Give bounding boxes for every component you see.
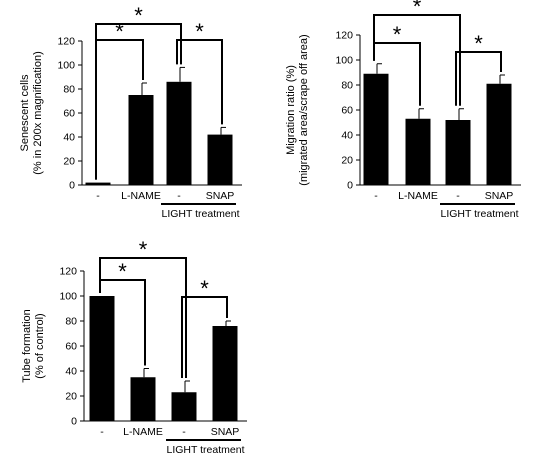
x-category-label: -: [177, 190, 181, 202]
y-tick-label: 0: [347, 180, 353, 192]
group-label: LIGHT treatment: [166, 444, 244, 456]
y-tick-label: 120: [57, 36, 75, 48]
y-tick-label: 120: [335, 30, 353, 42]
y-axis-label-line: (% of control): [34, 313, 46, 378]
y-tick-label: 60: [63, 108, 75, 120]
x-category-label: -: [182, 426, 186, 438]
x-category-label: -: [96, 190, 100, 202]
x-category-label: L-NAME: [121, 190, 161, 202]
group-label: LIGHT treatment: [161, 208, 239, 220]
y-tick-label: 80: [341, 80, 353, 92]
y-tick-label: 100: [335, 55, 353, 67]
significance-star: *: [115, 19, 124, 44]
significance-star: *: [139, 237, 148, 262]
bar: [445, 120, 471, 185]
y-tick-label: 20: [63, 156, 75, 168]
y-tick-label: 0: [69, 180, 75, 192]
bar: [166, 81, 192, 185]
y-tick-label: 60: [65, 341, 77, 353]
significance-bracket: [176, 39, 223, 125]
y-axis-label-line: Tube formation: [21, 309, 33, 383]
significance-star: *: [195, 19, 204, 44]
chart-panel-3: Tube formation(% of control) 0 20 40 60 80 100…: [21, 237, 247, 456]
chart-panel-1: Senescent cells(% in 200x magnification)…: [19, 3, 242, 220]
significance-bracket: [99, 257, 187, 378]
x-category-label: L-NAME: [123, 426, 163, 438]
y-tick-label: 100: [59, 291, 77, 303]
y-tick-label: 80: [65, 316, 77, 328]
bar: [85, 182, 111, 185]
significance-bracket: [181, 296, 228, 378]
y-axis-label-line: (migrated area/scrape off area): [298, 34, 310, 185]
significance-bracket: [99, 279, 146, 366]
bar: [130, 377, 156, 421]
bar: [207, 134, 233, 185]
bar: [212, 326, 238, 421]
x-category-label: SNAP: [211, 426, 240, 438]
significance-star: *: [474, 31, 483, 56]
y-axis-label-line: (% in 200x magnification): [32, 51, 44, 175]
y-axis-label: Senescent cells(% in 200x magnification): [19, 51, 44, 175]
bar: [363, 73, 389, 185]
bar: [128, 95, 154, 185]
y-axis-label: Tube formation(% of control): [21, 309, 46, 383]
group-label: LIGHT treatment: [440, 208, 518, 220]
y-tick-label: 120: [59, 266, 77, 278]
y-tick-label: 100: [57, 60, 75, 72]
significance-star: *: [118, 259, 127, 284]
y-tick-label: 40: [63, 132, 75, 144]
y-tick-label: 60: [341, 105, 353, 117]
x-category-label: L-NAME: [398, 190, 438, 202]
significance-bracket: [95, 39, 144, 180]
chart-panel-2: Migration ratio (%)(migrated area/scrape…: [285, 0, 521, 220]
y-axis-label: Migration ratio (%)(migrated area/scrape…: [285, 34, 310, 185]
significance-star: *: [413, 0, 422, 19]
y-tick-label: 40: [65, 366, 77, 378]
significance-bracket: [373, 42, 421, 106]
significance-bracket: [455, 51, 502, 106]
y-tick-label: 20: [341, 155, 353, 167]
bar: [486, 83, 512, 185]
x-category-label: SNAP: [206, 190, 235, 202]
x-category-label: -: [374, 190, 378, 202]
x-category-label: SNAP: [485, 190, 514, 202]
y-axis-label-line: Senescent cells: [19, 74, 31, 152]
bar: [171, 392, 197, 421]
y-tick-label: 40: [341, 130, 353, 142]
bar: [405, 118, 431, 185]
significance-star: *: [200, 276, 209, 301]
bar: [89, 296, 115, 421]
significance-star: *: [134, 3, 143, 28]
x-category-label: -: [456, 190, 460, 202]
y-axis-label-line: Migration ratio (%): [285, 65, 297, 155]
significance-star: *: [393, 22, 402, 47]
y-tick-label: 0: [71, 416, 77, 428]
x-category-label: -: [100, 426, 104, 438]
significance-bracket: [373, 14, 461, 106]
y-tick-label: 20: [65, 391, 77, 403]
y-tick-label: 80: [63, 84, 75, 96]
